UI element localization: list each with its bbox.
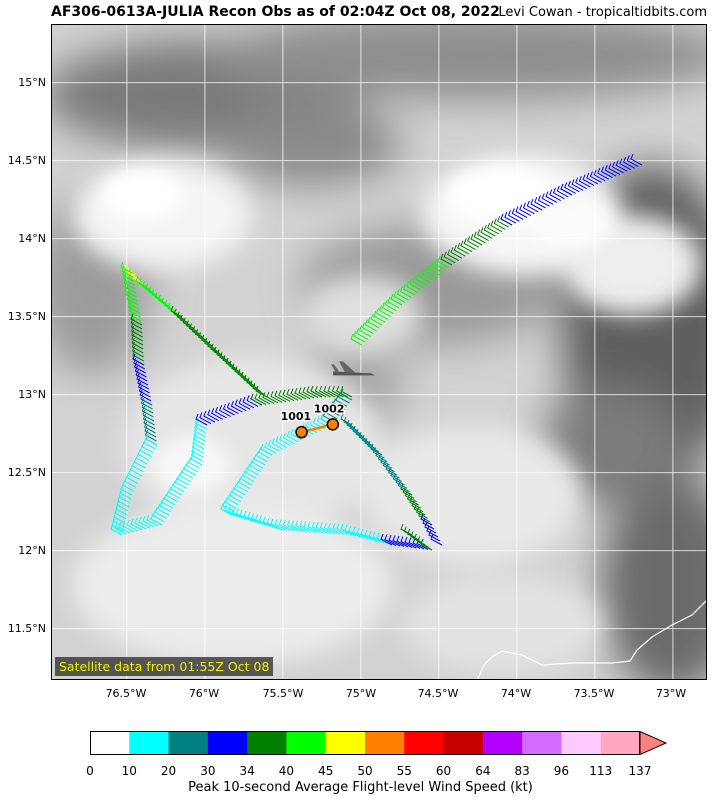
- satellite-map: 1001 1002: [51, 24, 707, 680]
- colorbar-tick-label: 96: [553, 764, 570, 778]
- colorbar-label: Peak 10-second Average Flight-level Wind…: [188, 780, 533, 795]
- satellite-time-note: Satellite data from 01:55Z Oct 08: [55, 657, 274, 676]
- dropsonde-label: 1001: [281, 410, 312, 423]
- colorbar-cell: [207, 731, 248, 755]
- lon-label: 76°W: [188, 687, 220, 700]
- lat-label: 12.5°N: [7, 466, 46, 479]
- lat-label: 12°N: [18, 544, 46, 557]
- lat-label: 13°N: [18, 388, 46, 401]
- colorbar-cell: [600, 731, 640, 755]
- colorbar-tick-label: 40: [278, 764, 295, 778]
- lat-label: 11.5°N: [7, 622, 46, 635]
- colorbar-tick-label: 60: [435, 764, 452, 778]
- lat-label: 13.5°N: [7, 310, 46, 323]
- colorbar-tick-label: 55: [396, 764, 412, 778]
- colorbar-cell: [247, 731, 287, 755]
- lat-label: 14.5°N: [7, 154, 46, 167]
- colorbar-cell: [443, 731, 484, 755]
- dropsonde-label: 1002: [314, 402, 345, 415]
- colorbar-cell: [286, 731, 327, 755]
- lat-label: 15°N: [18, 76, 46, 89]
- colorbar-tick-label: 83: [514, 764, 530, 778]
- colorbar-cell: [325, 731, 366, 755]
- colorbar-cell: [168, 731, 209, 755]
- colorbar-cell: [561, 731, 602, 755]
- satellite-imagery: [52, 25, 706, 679]
- dropsonde-marker: [326, 418, 340, 431]
- colorbar-cell: [404, 731, 445, 755]
- colorbar-tick-label: 0: [86, 764, 94, 778]
- colorbar-cell: [90, 731, 130, 755]
- wind-barbs: [110, 153, 643, 551]
- colorbar: [90, 731, 640, 755]
- colorbar-tick-label: 30: [200, 764, 216, 778]
- colorbar-cell: [129, 731, 170, 755]
- colorbar-tick-label: 137: [628, 764, 652, 778]
- lon-label: 73°W: [655, 687, 687, 700]
- lon-label: 74°W: [500, 687, 532, 700]
- colorbar-tick-label: 45: [318, 764, 334, 778]
- colorbar-cell: [365, 731, 405, 755]
- colorbar-extend-arrow: [640, 731, 668, 755]
- airplane-icon: [331, 361, 376, 376]
- map-title: AF306-0613A-JULIA Recon Obs as of 02:04Z…: [51, 4, 500, 20]
- lon-label: 73.5°W: [573, 687, 615, 700]
- colorbar-tick-label: 113: [589, 764, 613, 778]
- graticule: [52, 25, 706, 679]
- credit-text: Levi Cowan - tropicaltidbits.com: [498, 5, 707, 20]
- lon-label: 75.5°W: [262, 687, 304, 700]
- colorbar-tick-label: 10: [121, 764, 137, 778]
- colorbar-tick-label: 34: [239, 764, 255, 778]
- dropsonde-marker: [295, 425, 308, 439]
- lon-label: 76.5°W: [105, 687, 147, 700]
- colorbar-tick-label: 50: [357, 764, 373, 778]
- colorbar-cell: [482, 731, 523, 755]
- lat-label: 14°N: [18, 232, 46, 245]
- lon-label: 74.5°W: [417, 687, 459, 700]
- colorbar-tick-label: 20: [160, 764, 177, 778]
- colorbar-cell: [522, 731, 562, 755]
- colorbar-tick-label: 64: [475, 764, 491, 778]
- lon-label: 75°W: [345, 687, 377, 700]
